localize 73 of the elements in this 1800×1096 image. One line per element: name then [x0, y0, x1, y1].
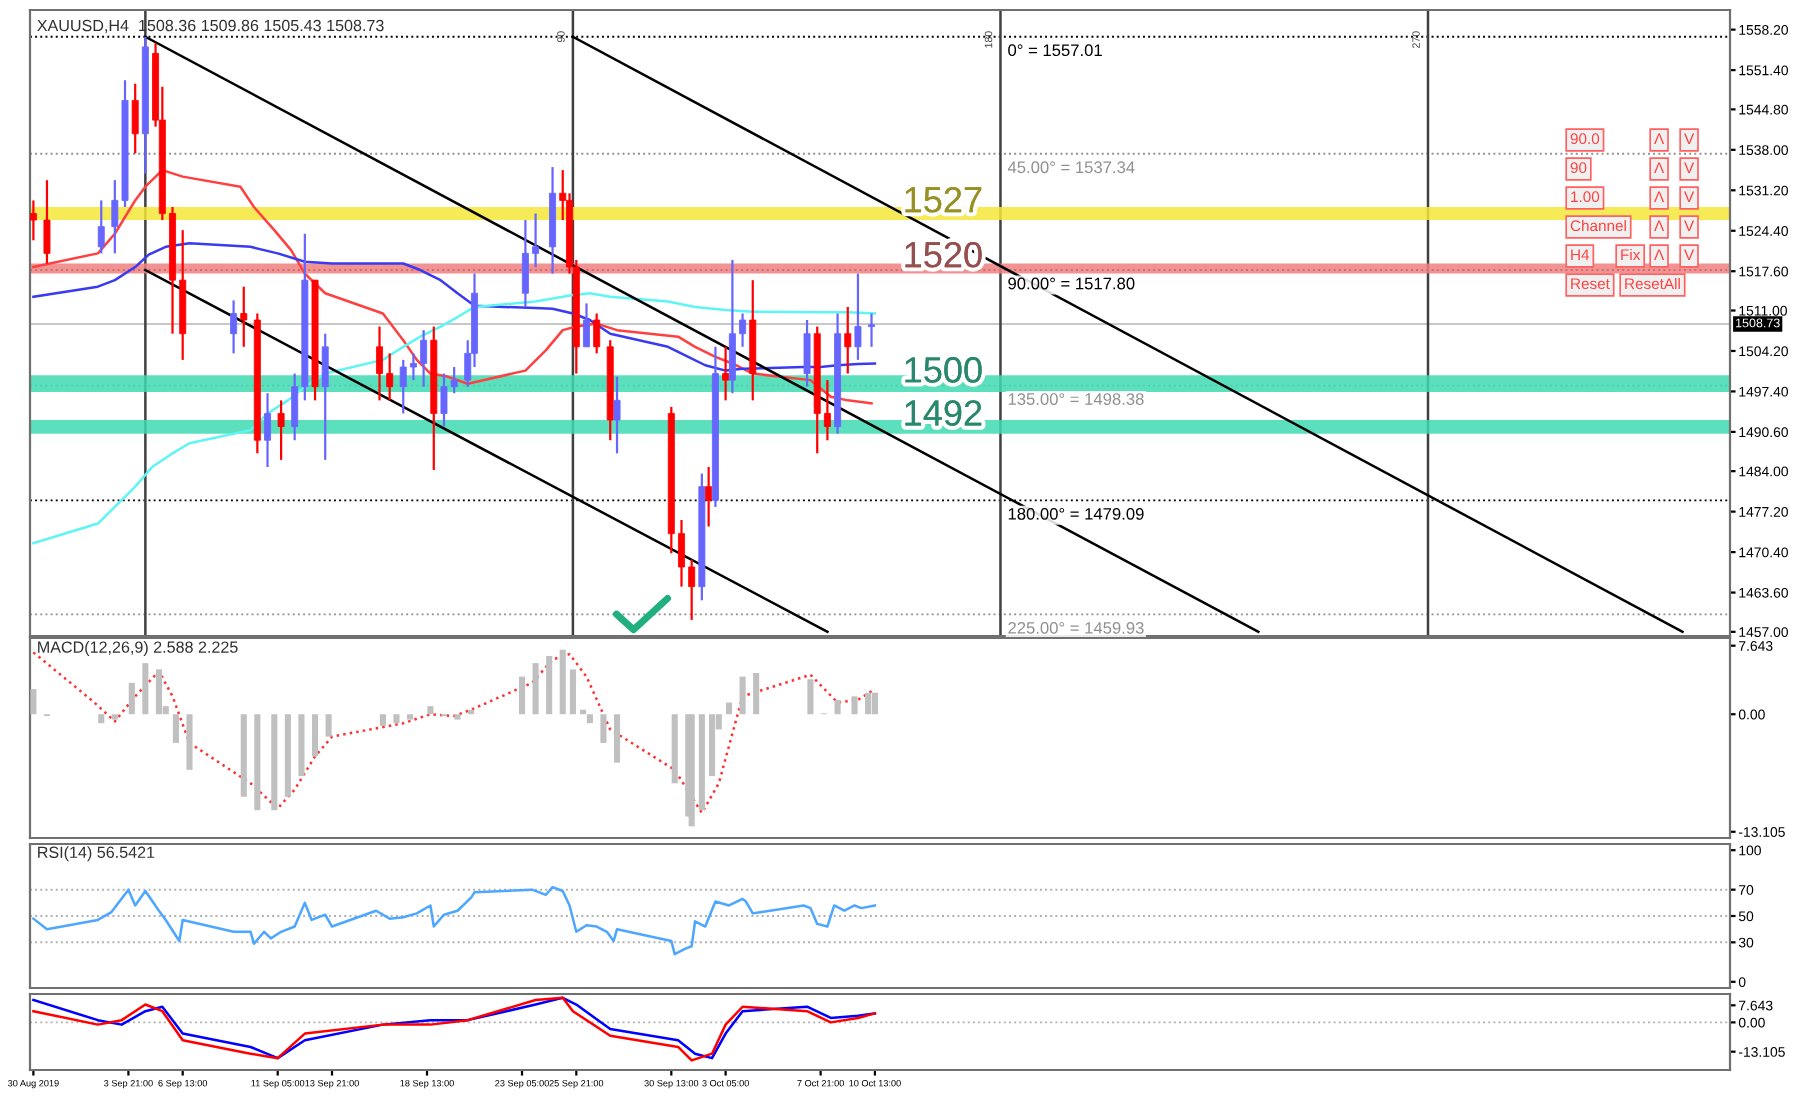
candlestick — [613, 375, 621, 455]
candlestick — [593, 312, 601, 355]
candlestick — [240, 285, 248, 348]
band-label: 1520 — [905, 241, 982, 268]
bar — [128, 682, 135, 715]
bar — [111, 714, 118, 720]
candlestick — [844, 305, 852, 375]
candlestick — [230, 299, 238, 355]
ref-line-label: 225.00° = 1459.93 — [1008, 621, 1144, 634]
chart-title: MACD(12,26,9) 2.588 2.225 — [38, 641, 238, 657]
line-series — [32, 292, 877, 545]
bar — [311, 714, 319, 757]
bar — [98, 714, 105, 724]
candlestick — [97, 199, 105, 255]
bar — [454, 714, 461, 720]
ref-line-label: 90.00° = 1517.80 — [1008, 277, 1135, 290]
ref-line-label: 180.00° = 1479.09 — [1008, 507, 1144, 520]
bar — [753, 672, 760, 715]
bar — [284, 714, 291, 797]
bar — [298, 714, 305, 777]
bar — [379, 714, 386, 726]
line-series — [32, 885, 877, 956]
candlestick — [583, 302, 590, 348]
bar — [569, 669, 576, 715]
bar — [586, 714, 593, 724]
candlestick — [803, 318, 811, 388]
bar — [518, 676, 526, 715]
ref-line-label: 45.00° = 1537.34 — [1007, 161, 1135, 174]
candlestick — [277, 399, 285, 461]
bar — [406, 714, 414, 720]
line-series — [32, 242, 877, 372]
bar — [688, 714, 695, 827]
bar — [613, 714, 621, 763]
bar — [271, 714, 278, 811]
bar — [427, 706, 434, 715]
candlestick — [131, 82, 139, 155]
band-label: 1527 — [905, 186, 982, 213]
band-label: 1492 — [905, 400, 982, 426]
candlestick — [30, 199, 37, 242]
bar — [172, 714, 179, 743]
candlestick — [854, 272, 862, 361]
line-series — [32, 168, 873, 405]
candlestick — [321, 332, 329, 461]
bar — [559, 649, 566, 715]
candlestick — [705, 465, 713, 528]
bar — [865, 692, 872, 715]
bar — [739, 676, 746, 715]
bar — [186, 714, 193, 770]
bar — [851, 696, 858, 715]
bar — [807, 679, 814, 715]
bar — [725, 702, 733, 715]
bar — [698, 714, 705, 811]
bar — [142, 663, 149, 715]
ref-line-label: 135.00° = 1498.38 — [1008, 393, 1144, 405]
candlestick — [264, 392, 271, 469]
ref-line-label: 0° = 1557.01 — [1008, 44, 1102, 57]
candlestick — [43, 179, 51, 265]
bar — [546, 655, 553, 715]
bar — [600, 714, 607, 743]
candlestick — [722, 345, 730, 402]
bar — [871, 692, 878, 715]
bar — [240, 714, 247, 797]
bar — [671, 714, 678, 784]
bar — [834, 699, 841, 715]
bar — [325, 714, 332, 737]
bar — [254, 714, 261, 811]
chart-title: RSI(14) 56.5421 — [38, 846, 155, 862]
bar — [30, 689, 37, 715]
bar — [532, 663, 539, 715]
bar — [708, 714, 716, 777]
bar — [393, 714, 400, 724]
candlestick — [868, 312, 875, 348]
bar — [155, 669, 162, 715]
